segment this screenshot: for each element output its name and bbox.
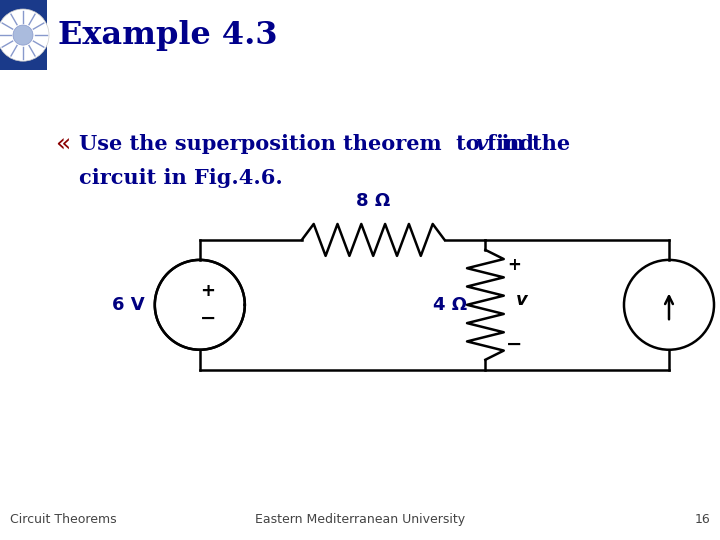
Text: 4 Ω: 4 Ω <box>433 296 467 314</box>
Text: 16: 16 <box>694 513 710 526</box>
Text: «: « <box>55 133 71 157</box>
Text: +: + <box>200 282 215 300</box>
Text: Use the superposition theorem  to find: Use the superposition theorem to find <box>79 134 534 154</box>
Text: 8 Ω: 8 Ω <box>356 192 390 210</box>
Text: circuit in Fig.4.6.: circuit in Fig.4.6. <box>79 168 283 188</box>
Text: Circuit Theorems: Circuit Theorems <box>10 513 117 526</box>
Text: Example 4.3: Example 4.3 <box>58 19 277 51</box>
Text: Eastern Mediterranean University: Eastern Mediterranean University <box>255 513 465 526</box>
Ellipse shape <box>155 260 245 350</box>
Ellipse shape <box>624 260 714 350</box>
Circle shape <box>0 9 49 61</box>
Text: 6 V: 6 V <box>112 296 145 314</box>
Text: −: − <box>199 309 216 328</box>
Text: v: v <box>475 134 487 154</box>
Circle shape <box>13 25 33 45</box>
Text: v: v <box>516 291 528 309</box>
Text: in the: in the <box>487 134 570 154</box>
Text: −: − <box>505 335 522 354</box>
Text: +: + <box>507 256 521 274</box>
Bar <box>0 0 47 70</box>
